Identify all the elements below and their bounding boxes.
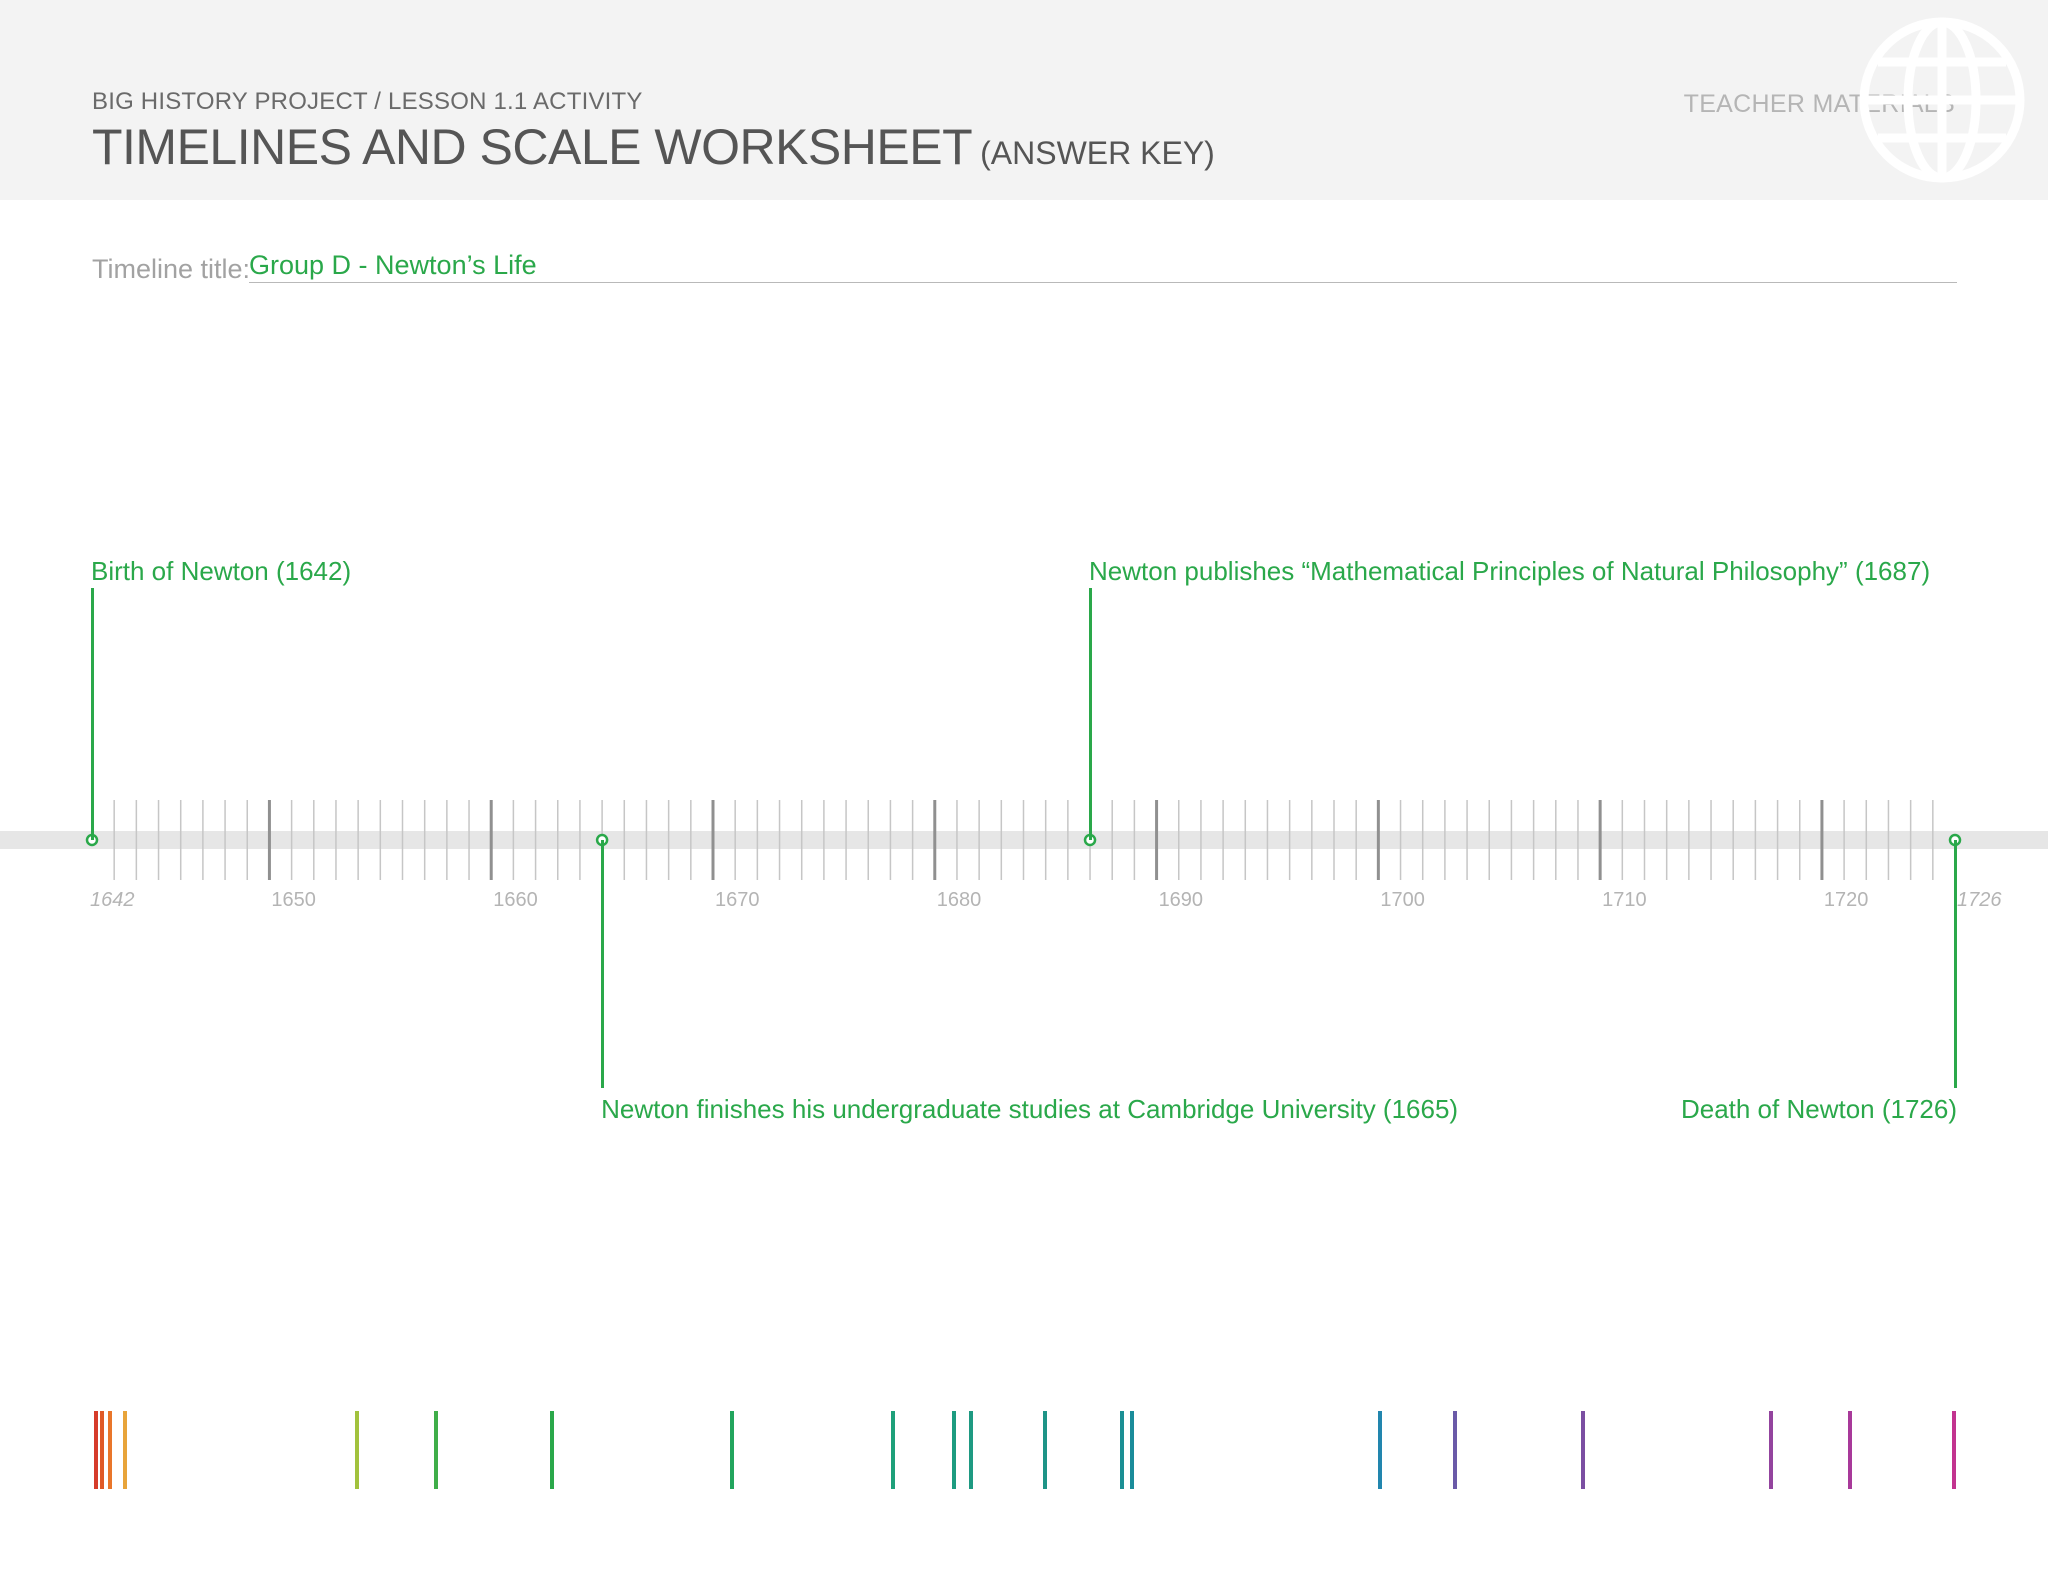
decorative-bar	[94, 1411, 98, 1489]
decorative-bar	[1043, 1411, 1047, 1489]
decorative-bar	[969, 1411, 973, 1489]
timeline-title-label: Timeline title:	[92, 254, 251, 284]
globe-icon	[1859, 17, 2025, 183]
page-title: TIMELINES AND SCALE WORKSHEET (ANSWER KEY…	[92, 118, 1215, 176]
decorative-bar	[1378, 1411, 1382, 1489]
page-title-suffix: (ANSWER KEY)	[980, 135, 1215, 171]
timeline-title-value: Group D - Newton’s Life	[249, 250, 537, 280]
decorative-bar	[108, 1411, 112, 1489]
event-connector	[1089, 588, 1092, 840]
event-label: Birth of Newton (1642)	[91, 556, 352, 586]
event-connector	[601, 840, 604, 1088]
decorative-bar	[1848, 1411, 1852, 1489]
timeline-title-underline	[249, 282, 1957, 283]
lesson-kicker: BIG HISTORY PROJECT / LESSON 1.1 ACTIVIT…	[92, 88, 643, 115]
event-connector	[1954, 840, 1957, 1088]
decorative-color-bars	[94, 1411, 1956, 1489]
decorative-bar	[550, 1411, 554, 1489]
timeline-ruler: 1642 1650 1660 1670 1680 1690 1700 1710 1720 1726	[0, 800, 2048, 911]
year-label: 1650	[271, 889, 316, 911]
decorative-bar	[952, 1411, 956, 1489]
decorative-bar	[1130, 1411, 1134, 1489]
year-label: 1680	[937, 889, 982, 911]
year-label: 1690	[1159, 889, 1204, 911]
decorative-bar	[1120, 1411, 1124, 1489]
decorative-bar	[123, 1411, 127, 1489]
event-label: Newton publishes “Mathematical Principle…	[1089, 556, 1931, 586]
year-label: 1660	[493, 889, 538, 911]
year-label: 1700	[1380, 889, 1425, 911]
decorative-bar	[1769, 1411, 1773, 1489]
decorative-bar	[434, 1411, 438, 1489]
year-label: 1710	[1602, 889, 1647, 911]
timeline-title-field: Timeline title: Group D - Newton’s Life	[92, 250, 1957, 284]
decorative-bar	[1453, 1411, 1457, 1489]
year-label: 1670	[715, 889, 760, 911]
year-label: 1642	[90, 889, 135, 911]
page-header: BIG HISTORY PROJECT / LESSON 1.1 ACTIVIT…	[0, 0, 2048, 200]
year-label: 1726	[1957, 889, 2002, 911]
event-label: Newton finishes his undergraduate studie…	[601, 1094, 1459, 1124]
decorative-bar	[891, 1411, 895, 1489]
year-label: 1720	[1824, 889, 1869, 911]
decorative-bar	[1952, 1411, 1956, 1489]
decorative-bar	[100, 1411, 104, 1489]
event-label: Death of Newton (1726)	[1680, 1094, 1957, 1124]
decorative-bar	[355, 1411, 359, 1489]
event-connector	[91, 588, 94, 840]
page-title-text: TIMELINES AND SCALE WORKSHEET	[92, 119, 973, 175]
decorative-bar	[730, 1411, 734, 1489]
decorative-bar	[1581, 1411, 1585, 1489]
